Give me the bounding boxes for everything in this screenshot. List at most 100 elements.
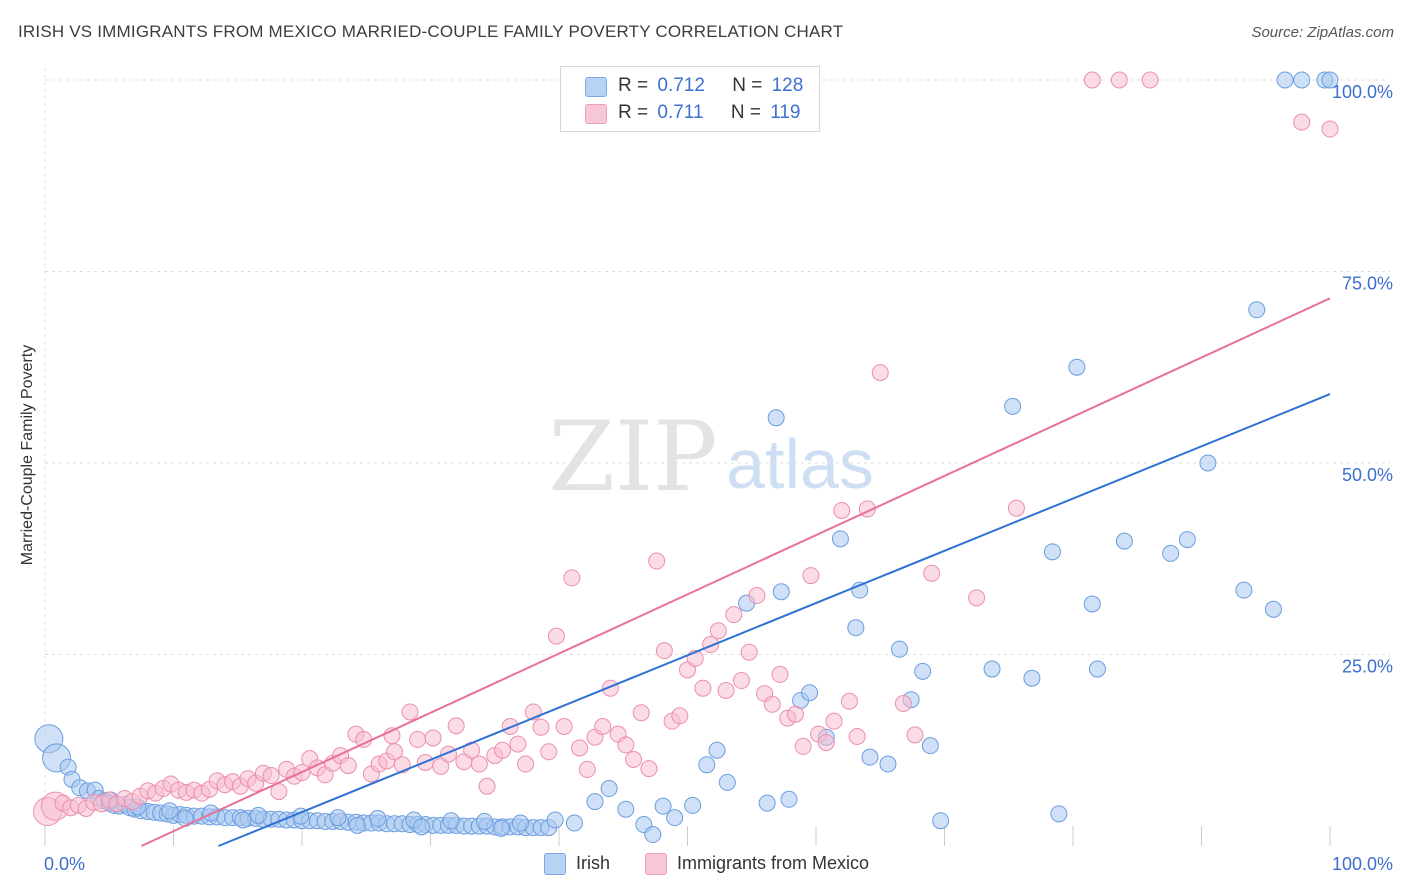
irish-point [708,741,726,759]
mexico-point [923,564,941,582]
mexico-point [906,726,924,744]
mexico-legend-swatch [645,853,667,875]
irish-point [698,756,716,774]
irish-legend-swatch [544,853,566,875]
mexico-point [763,695,781,713]
irish-point [847,619,865,637]
mexico-point [717,682,735,700]
mexico-point [578,760,596,778]
irish-point [767,409,785,427]
irish-point [249,806,267,824]
irish-point [329,809,347,827]
mexico-point [493,741,511,759]
irish-point [758,794,776,812]
irish-point [511,814,529,832]
irish-point [1088,660,1106,678]
mexico-trendline [140,297,1331,847]
irish-point [1248,301,1266,319]
irish-point [666,809,684,827]
irish-point [1178,531,1196,549]
mexico-point [771,665,789,683]
mexico-point [833,501,851,519]
mexico-point [617,736,635,754]
mexico-point [640,760,658,778]
irish-point [861,748,879,766]
irish-point [983,660,1001,678]
irish-point [772,583,790,601]
irish-point [879,755,897,773]
irish-point [492,819,510,837]
mexico-point [1293,113,1311,131]
irish-point [921,737,939,755]
mexico-point [1141,71,1159,89]
mexico-point [594,718,612,736]
irish-point [369,809,387,827]
irish-point [1068,358,1086,376]
mexico-point [725,606,743,624]
irish-point [161,802,179,820]
mexico-point [401,703,419,721]
watermark-zip: ZIP [548,401,717,513]
irish-point [546,811,564,829]
watermark-atlas: atlas [726,425,874,503]
irish-point [475,812,493,830]
mexico-point [509,735,527,753]
mexico-point [632,704,650,722]
irish-point [1264,600,1282,618]
mexico-point [432,757,450,775]
irish-point [780,790,798,808]
mexico-point [740,643,758,661]
mexico-point [339,757,357,775]
irish-point [1276,71,1294,89]
mexico-point [532,718,550,736]
mexico-point [555,718,573,736]
irish-point [617,800,635,818]
irish-point [586,793,604,811]
mexico-point [409,731,427,749]
x-tick-label: 0.0% [44,854,85,874]
irish-point [644,826,662,844]
irish-point [442,812,460,830]
mexico-point [817,734,835,752]
mexico-r-value: 0.711 [657,102,704,123]
mexico-n-label: N = [730,102,761,123]
mexico-point [709,622,727,640]
mexico-point [748,587,766,605]
irish-swatch [585,77,607,97]
stats-legend: R = 0.712 N = 128 R = 0.711 N = 119 [560,66,820,132]
irish-n-label: N = [732,75,763,96]
irish-point [914,662,932,680]
mexico-point [1083,71,1101,89]
irish-point [1050,805,1068,823]
irish-n-value: 128 [771,75,804,96]
mexico-point [478,777,496,795]
mexico-n-value: 119 [770,102,801,123]
irish-point [1083,595,1101,613]
mexico-point [871,364,889,382]
mexico-point [1110,71,1128,89]
mexico-point [694,679,712,697]
mexico-point [424,729,442,747]
irish-legend-label: Irish [576,853,611,873]
chart-title: IRISH VS IMMIGRANTS FROM MEXICO MARRIED-… [18,22,844,41]
mexico-r-label: R = [618,102,649,123]
irish-point [831,530,849,548]
mexico-point [547,627,565,645]
mexico-point [447,717,465,735]
irish-point [1321,71,1339,89]
y-tick-label: 100.0% [1332,82,1393,102]
irish-point [654,797,672,815]
mexico-point [655,642,673,660]
x-tick-label: 100.0% [1332,854,1393,874]
mexico-point [470,755,488,773]
irish-point [348,816,366,834]
mexico-point [648,552,666,570]
irish-point [413,818,431,836]
y-tick-label: 75.0% [1342,274,1393,294]
irish-trendline [218,393,1331,847]
mexico-point [563,569,581,587]
irish-r-value: 0.712 [657,75,705,96]
mexico-point [517,755,535,773]
irish-point [801,684,819,702]
